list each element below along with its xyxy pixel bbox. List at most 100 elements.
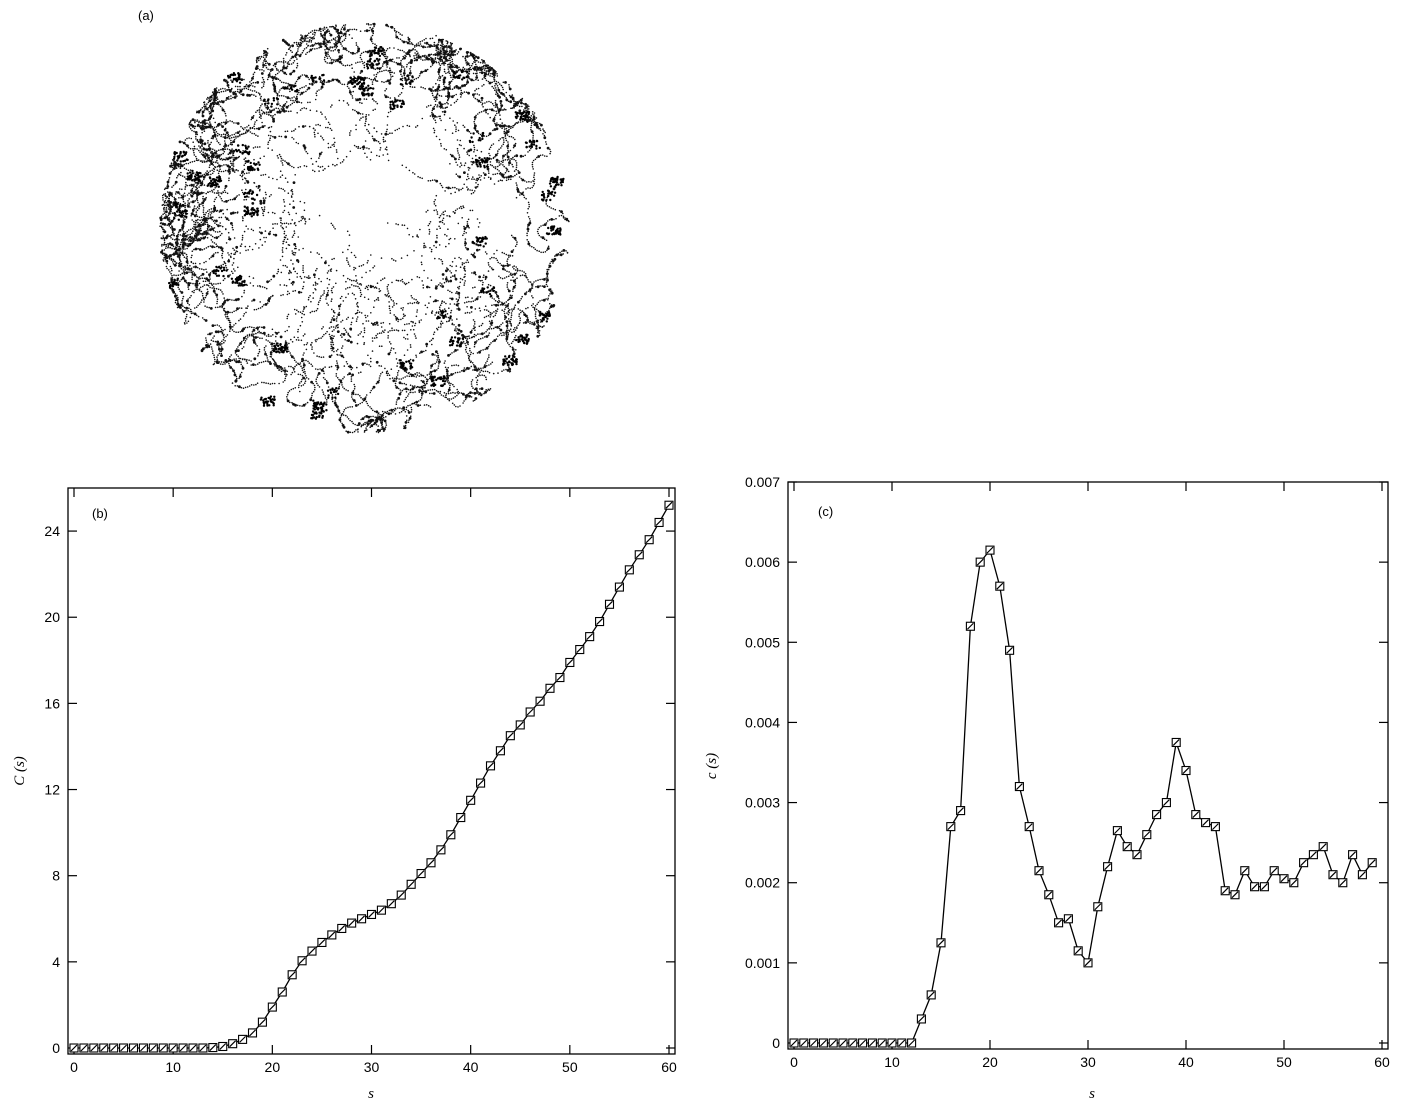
chart-c-series xyxy=(789,545,1377,1048)
chart-c-point xyxy=(1191,810,1201,820)
chart-b-point xyxy=(128,1043,139,1053)
chart-b-y-tick-label: 12 xyxy=(44,782,60,798)
chart-c-point xyxy=(1250,882,1260,892)
chart-c-point xyxy=(1171,737,1181,748)
chart-c-point xyxy=(1367,858,1377,868)
chart-c-point xyxy=(1240,866,1250,876)
chart-c-point xyxy=(907,1038,917,1048)
chart-c-x-axis-label: s xyxy=(1089,1086,1095,1102)
chart-b-point xyxy=(476,778,486,788)
chart-b-point xyxy=(218,1041,228,1052)
chart-b-point xyxy=(585,632,595,642)
chart-c-y-axis-label: c (s) xyxy=(704,753,720,779)
chart-b-series-line xyxy=(74,504,670,1049)
chart-c-point xyxy=(1279,874,1289,884)
panel-a-cluster: (a) xyxy=(138,8,570,434)
chart-b-point xyxy=(624,565,634,575)
chart-b-frame xyxy=(67,487,676,1055)
chart-c-point xyxy=(1034,866,1044,876)
chart-c-x-tick-label: 30 xyxy=(1080,1054,1096,1070)
chart-c-point xyxy=(936,938,946,948)
chart-c-y-tick-label: 0.001 xyxy=(745,955,780,971)
chart-b-point xyxy=(327,930,337,940)
chart-b-point xyxy=(228,1039,238,1049)
chart-c-point xyxy=(887,1038,897,1048)
chart-b-point xyxy=(466,795,476,805)
chart-b-point xyxy=(297,956,307,966)
chart-b-point xyxy=(257,1017,267,1027)
chart-b-point xyxy=(89,1043,99,1053)
chart-b-point xyxy=(148,1043,158,1053)
chart-c-point xyxy=(858,1038,868,1048)
chart-b-point xyxy=(168,1043,178,1053)
chart-c-point xyxy=(818,1038,828,1048)
chart-c-point xyxy=(916,1014,926,1024)
chart-b-ticks xyxy=(68,488,675,1054)
chart-b-x-tick-label: 60 xyxy=(661,1059,677,1075)
chart-b-point xyxy=(208,1043,218,1053)
chart-b-point xyxy=(247,1028,258,1038)
chart-b-point xyxy=(446,830,456,840)
chart-b-point xyxy=(456,812,466,823)
chart-c-point xyxy=(1161,798,1171,808)
chart-b-panel-label: (b) xyxy=(92,506,108,521)
chart-b-point xyxy=(634,550,644,560)
chart-b-x-axis-label: s xyxy=(368,1086,374,1102)
chart-b-point xyxy=(664,500,674,510)
chart-b-y-tick-label: 20 xyxy=(44,609,60,625)
chart-c-panel-label: (c) xyxy=(818,504,833,519)
chart-b-x-tick-label: 30 xyxy=(364,1059,380,1075)
chart-b-point xyxy=(198,1043,208,1053)
chart-c-point xyxy=(809,1038,819,1048)
chart-c-point xyxy=(1308,850,1318,860)
chart-b-point xyxy=(426,858,436,868)
chart-b-point xyxy=(158,1043,168,1053)
chart-c-point xyxy=(1299,858,1309,868)
chart-b-x-tick-label: 50 xyxy=(562,1059,578,1075)
chart-b-tick-labels: 0 10 20 30 40 50 60 0 4 8 12 16 20 24 xyxy=(44,523,677,1075)
chart-c-point xyxy=(838,1038,848,1048)
chart-b-x-tick-label: 20 xyxy=(265,1059,281,1075)
chart-c-point xyxy=(956,806,966,816)
chart-b-point xyxy=(119,1043,129,1053)
chart-b-point xyxy=(79,1043,89,1053)
chart-b-point xyxy=(525,707,535,717)
chart-c-series-line xyxy=(794,548,1373,1044)
chart-b-x-tick-label: 10 xyxy=(165,1059,181,1075)
chart-c-x-tick-label: 10 xyxy=(884,1054,900,1070)
chart-c-point xyxy=(1259,882,1269,892)
chart-b-y-tick-label: 24 xyxy=(44,523,60,539)
chart-b-x-tick-label: 40 xyxy=(463,1059,479,1075)
chart-c-point xyxy=(1328,870,1338,880)
chart-c-point xyxy=(985,545,995,555)
chart-c-x-tick-label: 60 xyxy=(1374,1054,1390,1070)
chart-c-point xyxy=(789,1038,799,1048)
chart-c-point xyxy=(799,1038,809,1048)
chart-c-y-tick-label: 0.002 xyxy=(745,875,780,891)
chart-b-y-tick-label: 4 xyxy=(52,954,60,970)
chart-c-point xyxy=(995,581,1005,591)
chart-c-y-tick-label: 0 xyxy=(772,1035,780,1051)
chart-b-series xyxy=(69,500,674,1053)
chart-c-point xyxy=(1044,890,1054,900)
chart-c-point xyxy=(1181,765,1191,776)
chart-b-point xyxy=(654,517,664,528)
chart-c-x-tick-label: 0 xyxy=(790,1054,798,1070)
chart-b-point xyxy=(515,720,525,730)
chart-c-point xyxy=(867,1038,877,1048)
chart-b-point xyxy=(565,657,575,668)
chart-c-y-tick-label: 0.006 xyxy=(745,554,780,570)
chart-b-point xyxy=(545,683,555,693)
chart-b-point xyxy=(376,905,386,915)
chart-b-point xyxy=(436,845,446,855)
chart-b-point xyxy=(505,731,515,741)
chart-b-point xyxy=(396,890,406,900)
chart-c-y-tick-label: 0.004 xyxy=(745,714,780,730)
chart-c-point xyxy=(1063,914,1073,924)
chart-c-y-tick-label: 0.005 xyxy=(745,634,780,650)
chart-b-y-tick-label: 16 xyxy=(44,695,60,711)
chart-c-point xyxy=(1152,810,1162,820)
chart-c-point xyxy=(965,621,975,631)
chart-c-point xyxy=(1269,866,1279,876)
